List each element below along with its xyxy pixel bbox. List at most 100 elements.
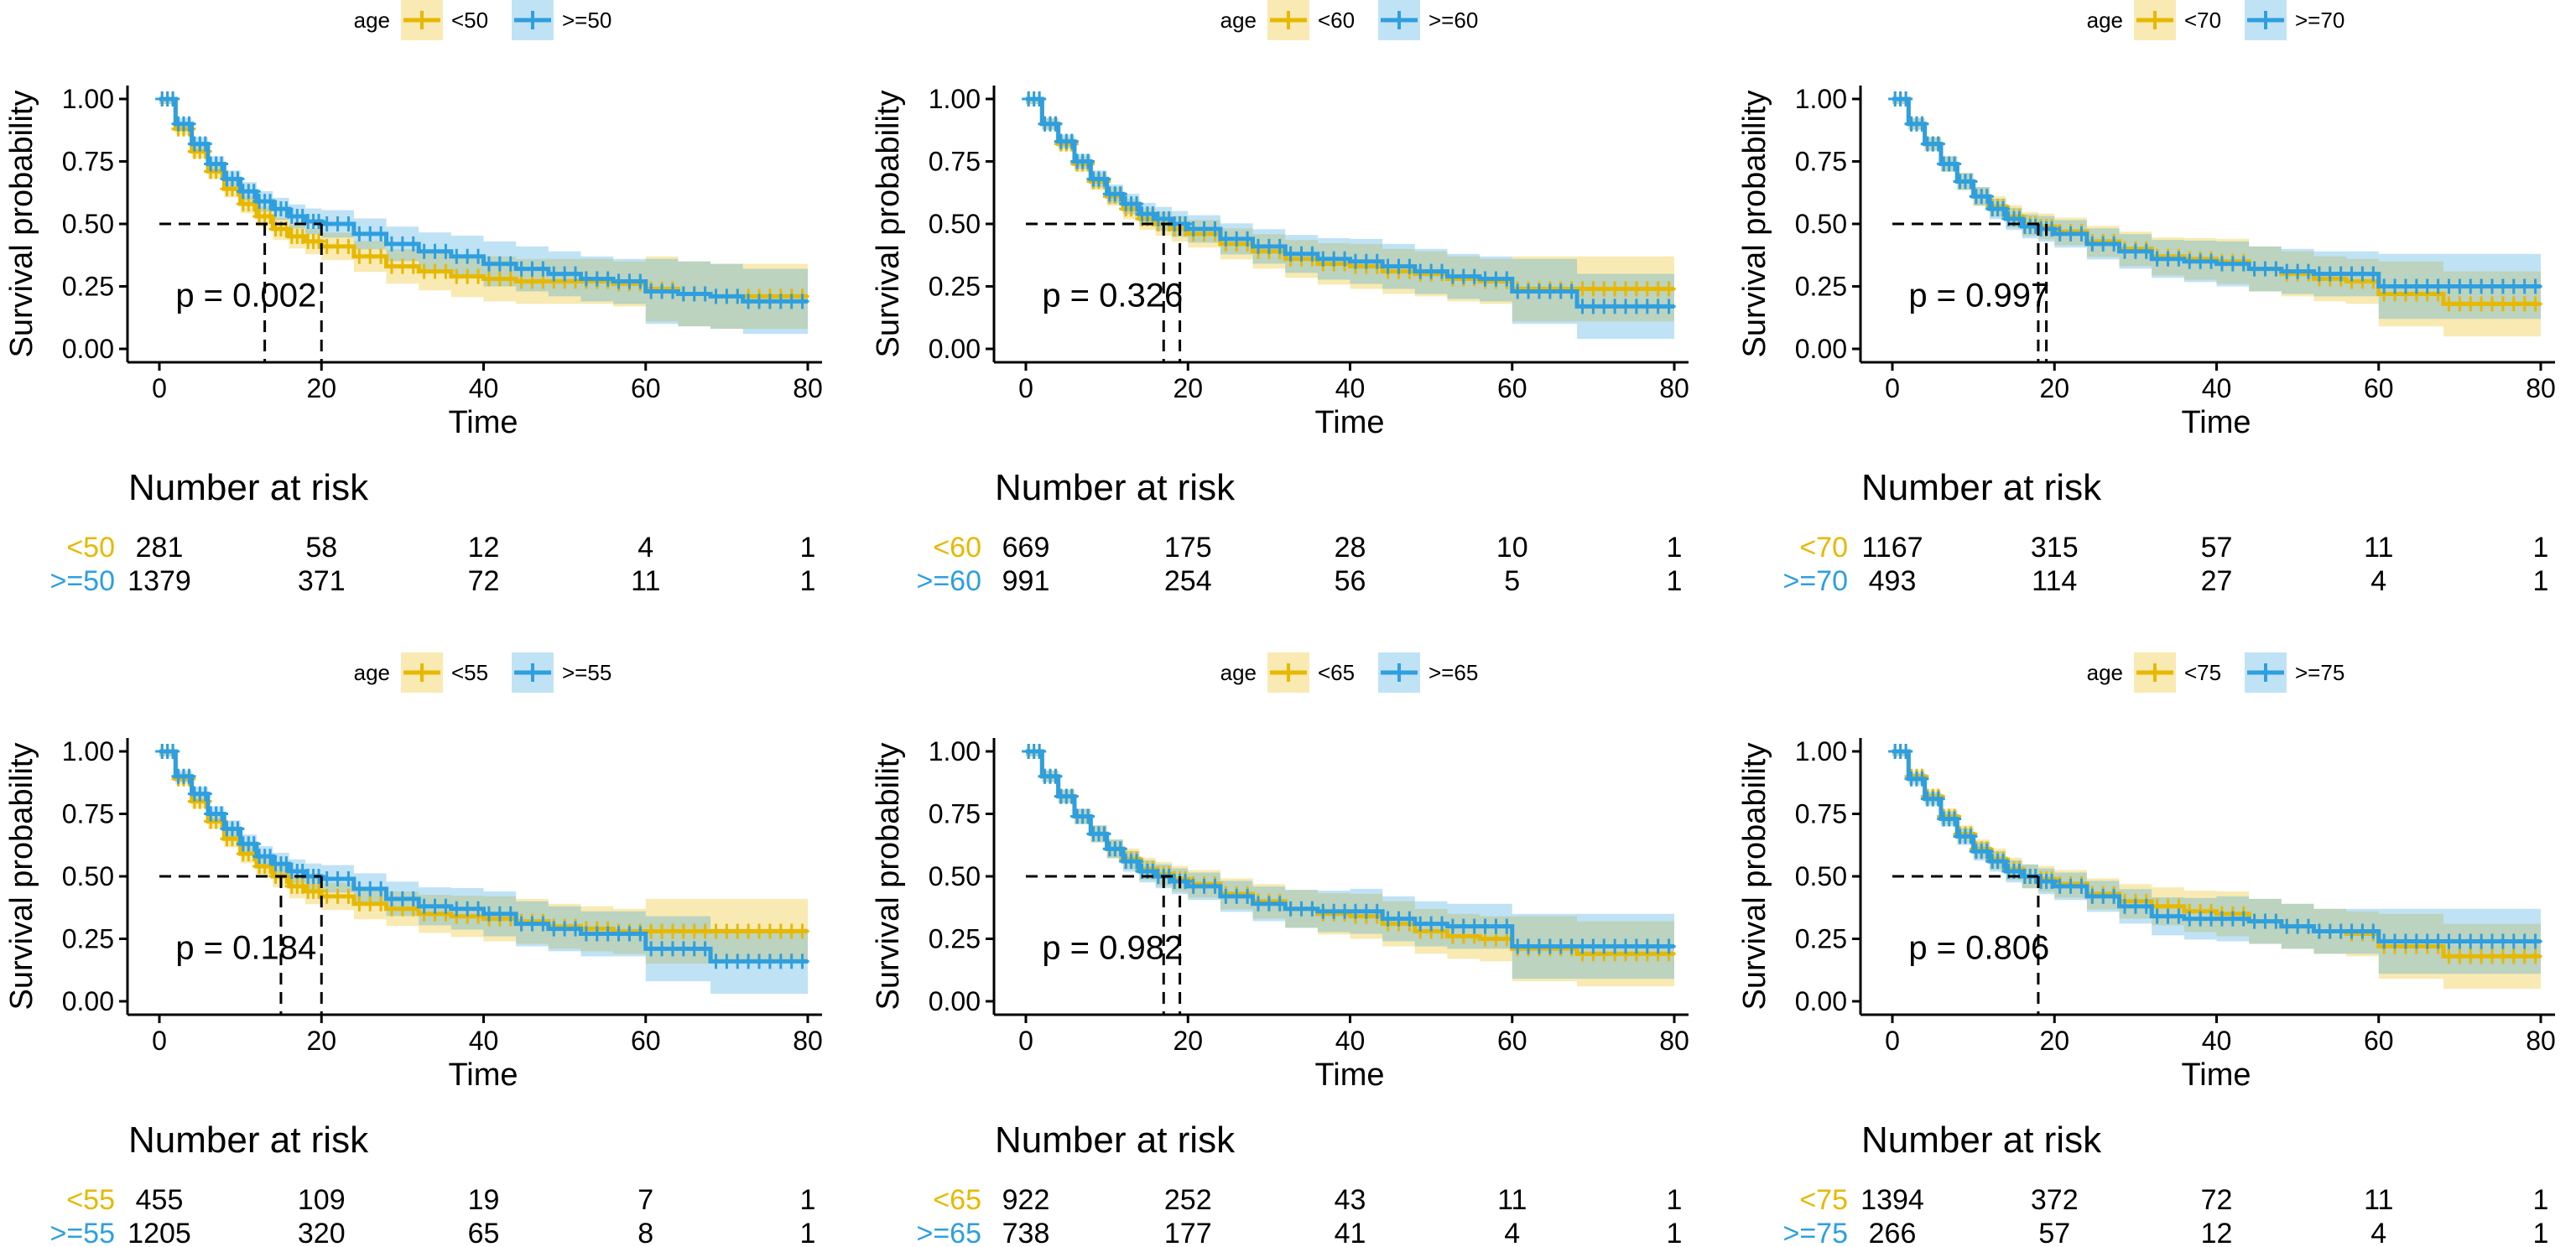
censor-mark-2: [1964, 174, 1978, 190]
y-tick-label: 0.50: [1795, 209, 1847, 239]
legend-label-1: <75: [2184, 660, 2221, 685]
y-tick-label: 0.50: [62, 209, 114, 239]
ci-band-1: [1026, 99, 1674, 322]
censor-mark-2: [1931, 791, 1945, 807]
risk-count: 12: [2201, 1218, 2233, 1247]
censor-mark-2: [341, 216, 356, 231]
km-panel-3: age <70 >=70p = 0.9970.000.250.500.751.000…: [1737, 0, 2556, 597]
risk-count: 252: [1164, 1184, 1212, 1216]
censor-mark-2: [406, 891, 420, 907]
censor-mark-2: [198, 136, 212, 152]
y-tick-label: 0.25: [62, 272, 114, 302]
ci-band-1: [159, 99, 808, 330]
censor-mark-2: [503, 906, 518, 922]
legend-title: age: [2087, 660, 2123, 685]
x-axis-title: Time: [1314, 405, 1384, 440]
plot-area: [155, 744, 809, 1015]
y-tick-label: 1.00: [62, 736, 114, 766]
x-tick-label: 20: [1173, 373, 1203, 403]
censor-mark-2: [1049, 768, 1063, 784]
censor-mark-2: [536, 261, 550, 277]
risk-count: 72: [468, 565, 500, 597]
censor-mark-2: [698, 286, 712, 302]
censor-mark-2: [1899, 744, 1913, 759]
censor-mark-2: [1402, 911, 1417, 927]
censor-mark-2: [1467, 268, 1481, 284]
censor-mark-2: [1435, 263, 1449, 279]
censor-mark-2: [698, 941, 712, 957]
censor-mark-2: [471, 248, 486, 264]
x-tick-label: 60: [1497, 1026, 1527, 1056]
plot-area: [1022, 744, 1676, 1015]
risk-table-title: Number at risk: [995, 467, 1236, 508]
censor-mark-2: [795, 294, 809, 309]
censor-mark-2: [247, 836, 261, 852]
km-panel-2: age <60 >=60p = 0.3260.000.250.500.751.000…: [871, 0, 1689, 597]
censor-mark-2: [1064, 133, 1079, 149]
risk-table-title: Number at risk: [1861, 467, 2102, 508]
censor-mark-2: [1208, 878, 1222, 894]
censor-mark-1: [2528, 948, 2542, 964]
y-tick-label: 0.25: [1795, 924, 1847, 954]
risk-table-title: Number at risk: [128, 467, 369, 508]
legend-label-1: <55: [451, 660, 488, 685]
censor-mark-2: [503, 256, 518, 272]
axes: 0.00 0.25 0.50 0.75 1.00 0 20 40 60 80 Time Surviva…: [4, 736, 823, 1093]
y-tick-label: 0.25: [929, 272, 981, 302]
y-tick-label: 0.00: [1795, 986, 1847, 1016]
risk-count: 72: [2201, 1184, 2233, 1216]
risk-count: 455: [136, 1184, 184, 1216]
legend-label-1: <50: [451, 8, 488, 33]
p-value: p = 0.997: [1908, 277, 2049, 314]
x-axis-title: Time: [1314, 1057, 1384, 1093]
censor-mark-2: [1964, 829, 1978, 844]
y-axis-title: Survival probability: [4, 743, 39, 1011]
censor-mark-2: [2366, 923, 2381, 939]
risk-row-label-2: >=50: [49, 565, 115, 597]
censor-mark-2: [1564, 283, 1579, 299]
censor-mark-2: [1996, 854, 2011, 870]
risk-count: 5: [1504, 565, 1520, 597]
risk-row-label-2: >=70: [1782, 565, 1848, 597]
x-tick-label: 40: [469, 373, 499, 403]
risk-row-label-1: <65: [933, 1184, 981, 1216]
legend-label-2: >=65: [1429, 660, 1478, 685]
censor-mark-2: [2269, 913, 2283, 929]
axes: 0.00 0.25 0.50 0.75 1.00 0 20 40 60 80 Time Surviva…: [1737, 84, 2556, 440]
y-tick-label: 0.00: [62, 986, 114, 1016]
risk-count: 10: [1496, 532, 1528, 564]
risk-row-label-1: <75: [1799, 1184, 1848, 1216]
risk-count: 4: [2370, 1218, 2386, 1247]
y-tick-label: 0.25: [1795, 272, 1847, 302]
censor-mark-2: [2107, 888, 2121, 904]
x-tick-label: 0: [152, 1026, 167, 1056]
y-tick-label: 0.50: [62, 861, 114, 891]
risk-count: 65: [468, 1218, 500, 1247]
censor-mark-2: [2269, 261, 2283, 277]
censor-mark-2: [1402, 258, 1417, 274]
y-tick-label: 0.00: [929, 986, 981, 1016]
censor-mark-2: [2528, 278, 2542, 294]
censor-mark-2: [2366, 266, 2381, 282]
censor-mark-2: [374, 881, 388, 896]
risk-row-label-2: >=60: [916, 565, 981, 597]
risk-count: 266: [1869, 1218, 1917, 1247]
censor-mark-2: [2172, 908, 2186, 924]
legend: age <60 >=60: [1220, 0, 1478, 40]
risk-count: 43: [1335, 1184, 1366, 1216]
x-tick-label: 80: [1659, 1026, 1689, 1056]
legend-label-2: >=55: [562, 660, 611, 685]
legend-title: age: [354, 660, 390, 685]
x-tick-label: 80: [793, 1026, 823, 1056]
risk-count: 281: [136, 532, 184, 564]
censor-mark-2: [1980, 844, 1994, 860]
censor-mark-2: [1305, 901, 1319, 917]
censor-mark-2: [1931, 136, 1945, 152]
y-tick-label: 0.50: [929, 209, 981, 239]
censor-mark-2: [1113, 841, 1127, 857]
legend: age <75 >=75: [2087, 652, 2344, 693]
censor-mark-2: [215, 806, 229, 822]
censor-mark-2: [2302, 263, 2316, 279]
risk-count: 320: [298, 1218, 346, 1247]
